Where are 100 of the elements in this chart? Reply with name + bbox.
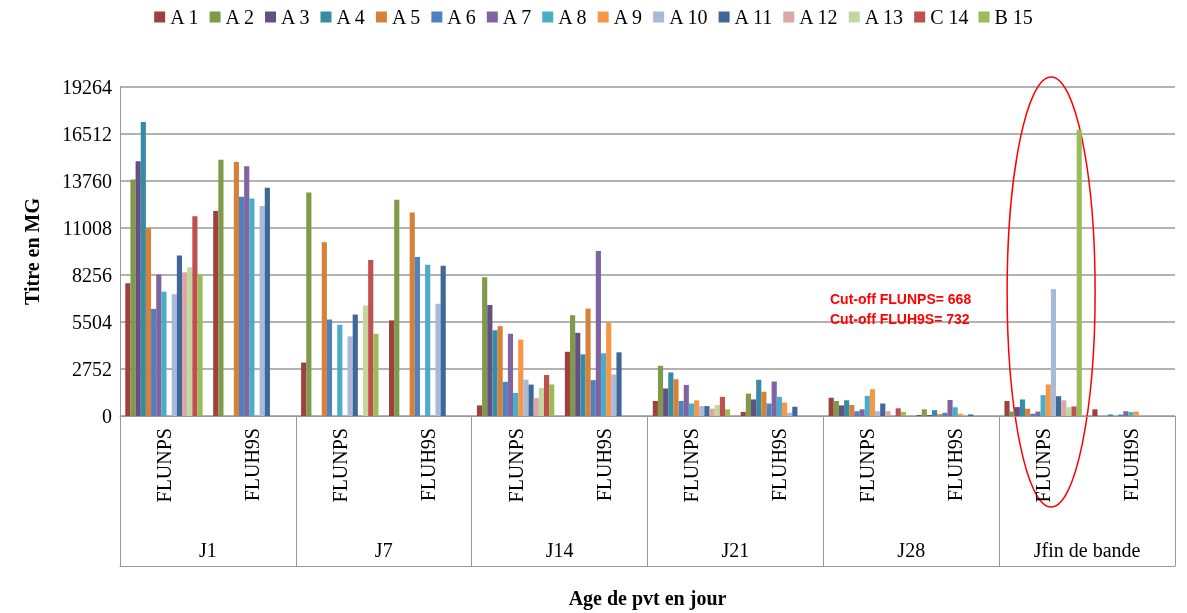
bar	[373, 333, 379, 416]
bar	[585, 308, 591, 416]
bar	[663, 388, 669, 416]
bar	[849, 405, 855, 416]
text: J1	[199, 539, 217, 561]
bar	[694, 400, 700, 416]
legend-label: A 5	[391, 6, 421, 28]
bar	[176, 255, 183, 416]
legend-label: A 13	[864, 6, 904, 28]
x-tick-label: FLUH9S	[416, 428, 439, 502]
x-tick-label: FLUNPS	[680, 428, 703, 503]
x-axis-title: Age de pvt en jour	[568, 587, 727, 610]
bar	[957, 413, 963, 416]
text: J14	[545, 539, 574, 561]
text: J21	[721, 539, 750, 561]
bar	[595, 251, 601, 416]
bar	[1040, 395, 1046, 416]
x-tick-label: FLUH9S	[944, 428, 967, 502]
bar	[751, 399, 757, 416]
bar	[161, 291, 167, 416]
bar	[1092, 409, 1098, 416]
bar	[673, 379, 679, 416]
bar	[1128, 412, 1134, 416]
legend-label: A 6	[447, 6, 476, 28]
bar	[714, 405, 720, 416]
bar	[523, 379, 529, 416]
bar	[513, 392, 519, 416]
bar	[885, 411, 891, 416]
x-tick-label: FLUNPS	[504, 428, 527, 503]
bar	[771, 381, 777, 416]
bar	[761, 391, 767, 416]
bar	[838, 405, 845, 416]
bar	[301, 362, 307, 416]
bar	[833, 400, 839, 416]
bar	[197, 274, 203, 416]
bar	[900, 411, 906, 416]
bar	[600, 353, 607, 416]
bar	[699, 406, 705, 416]
bar	[363, 305, 369, 416]
legend-label: A 12	[799, 6, 838, 28]
bar	[135, 161, 141, 416]
bar	[719, 396, 725, 416]
bar	[1066, 407, 1072, 416]
bar	[921, 409, 927, 416]
bar	[192, 216, 198, 416]
bar	[756, 379, 762, 416]
bar	[487, 304, 493, 416]
bar	[864, 395, 870, 416]
bar	[347, 336, 353, 416]
bar	[409, 212, 415, 416]
bar	[740, 411, 746, 416]
bar	[1050, 289, 1057, 416]
y-tick-label: 8256	[72, 264, 112, 286]
bar	[1056, 396, 1062, 416]
text: J28	[897, 539, 926, 561]
bar	[233, 162, 239, 416]
x-tick-label: FLUNPS	[152, 428, 175, 503]
x-tick-label: FLUNPS	[856, 428, 879, 503]
bar	[518, 339, 524, 416]
x-tick-label: FLUH9S	[768, 428, 791, 502]
bar	[435, 303, 441, 416]
bar	[244, 166, 250, 416]
legend-label: A 8	[558, 6, 587, 28]
bar	[125, 283, 131, 416]
bar	[952, 407, 958, 416]
bar	[854, 411, 860, 416]
bar	[792, 406, 798, 416]
bar	[606, 322, 612, 416]
bar	[1123, 411, 1129, 416]
bar	[1019, 399, 1026, 416]
bar	[502, 381, 508, 416]
x-tick-label: FLUH9S	[592, 428, 615, 502]
bar	[145, 228, 152, 416]
bar	[218, 159, 224, 416]
bar	[895, 408, 901, 416]
text: J7	[374, 539, 393, 561]
bar	[549, 384, 555, 416]
bar	[724, 409, 731, 416]
bar	[476, 405, 483, 416]
bar	[668, 372, 674, 416]
bar	[264, 187, 270, 416]
bar	[678, 400, 684, 416]
bar	[564, 351, 571, 416]
bar	[932, 410, 938, 416]
y-tick-label: 16512	[62, 123, 112, 145]
x-tick-label: FLUNPS	[328, 428, 351, 503]
bar	[156, 274, 162, 416]
bar	[1025, 408, 1031, 416]
bar	[337, 324, 343, 416]
bar	[1071, 406, 1077, 416]
bar	[151, 308, 157, 416]
bar	[249, 198, 255, 416]
legend-label: A 7	[502, 6, 532, 28]
x-tick-label: FLUH9S	[240, 428, 263, 502]
bar	[683, 384, 689, 416]
bar	[414, 257, 420, 416]
bar	[1004, 400, 1010, 416]
legend-label: A 1	[170, 6, 199, 28]
bar	[497, 326, 503, 416]
legend-label: A 9	[613, 6, 643, 28]
